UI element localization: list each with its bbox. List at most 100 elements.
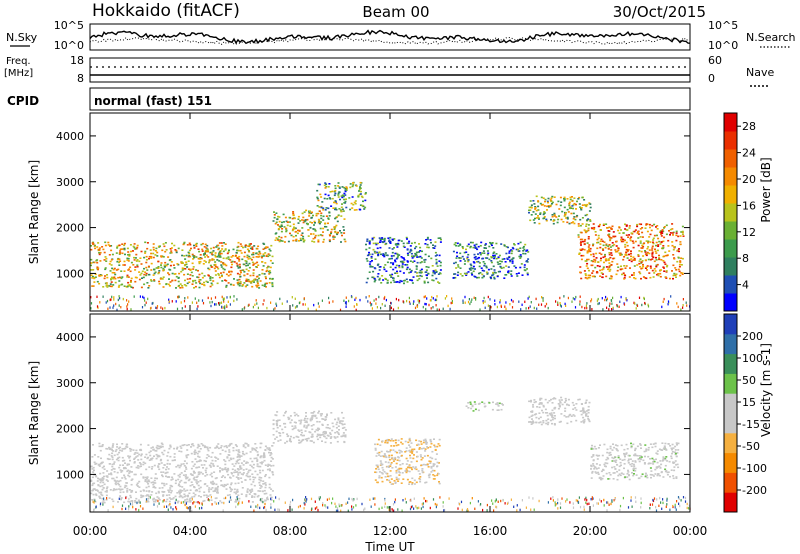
scatter-cell <box>209 276 212 278</box>
scatter-cell <box>639 240 642 242</box>
scatter-cell <box>530 410 533 413</box>
scatter-cell <box>610 237 613 239</box>
scatter-cell <box>382 469 385 471</box>
noise-sky-line <box>89 29 691 45</box>
scatter-cell <box>639 258 642 260</box>
scatter-cell <box>91 489 94 492</box>
scatter-cell <box>198 456 201 458</box>
scatter-cell <box>239 249 242 252</box>
clutter-cell <box>662 300 664 303</box>
clutter-cell <box>201 299 204 302</box>
scatter-cell <box>92 466 95 469</box>
freq-right-tick-top: 60 <box>708 54 722 67</box>
scatter-cell <box>209 474 212 476</box>
scatter-cell <box>608 265 611 268</box>
scatter-cell <box>116 247 119 249</box>
scatter-cell <box>160 255 163 257</box>
scatter-cell <box>410 242 413 245</box>
scatter-cell <box>345 206 348 209</box>
clutter-cell <box>139 295 141 298</box>
scatter-cell <box>119 449 122 452</box>
scatter-cell <box>563 215 566 217</box>
scatter-cell <box>183 488 186 490</box>
scatter-cell <box>197 443 200 446</box>
scatter-cell <box>655 265 658 268</box>
scatter-cell <box>641 236 644 238</box>
scatter-cell <box>112 450 114 452</box>
scatter-cell <box>152 252 155 255</box>
scatter-cell <box>489 241 491 244</box>
ytick-label: 4000 <box>56 130 84 143</box>
scatter-cell <box>232 447 235 449</box>
scatter-cell <box>672 477 675 480</box>
scatter-cell <box>112 477 115 480</box>
scatter-cell <box>601 273 604 275</box>
scatter-cell <box>641 247 644 249</box>
scatter-cell <box>95 494 98 497</box>
scatter-cell <box>376 275 379 278</box>
scatter-cell <box>265 492 268 495</box>
scatter-cell <box>664 470 667 473</box>
scatter-cell <box>310 217 313 219</box>
scatter-cell <box>436 254 438 256</box>
scatter-cell <box>110 278 112 280</box>
scatter-cell <box>156 496 159 498</box>
scatter-cell <box>557 200 560 203</box>
scatter-cell <box>185 500 188 503</box>
scatter-cell <box>249 274 252 277</box>
scatter-cell <box>338 422 341 424</box>
clutter-cell <box>328 296 330 300</box>
scatter-cell <box>581 238 584 241</box>
scatter-cell <box>212 482 215 485</box>
clutter-cell <box>384 304 386 307</box>
scatter-cell <box>158 445 161 448</box>
scatter-cell <box>607 230 610 232</box>
scatter-cell <box>426 274 428 277</box>
scatter-cell <box>211 487 214 489</box>
scatter-cell <box>108 497 111 499</box>
scatter-cell <box>565 217 568 219</box>
scatter-cell <box>404 451 407 453</box>
scatter-cell <box>184 476 187 478</box>
scatter-cell <box>162 494 165 496</box>
scatter-cell <box>343 202 346 204</box>
scatter-cell <box>99 260 102 262</box>
scatter-cell <box>264 275 267 278</box>
scatter-cell <box>206 496 208 499</box>
scatter-cell <box>623 458 626 461</box>
scatter-cell <box>488 258 491 261</box>
scatter-cell <box>374 252 377 254</box>
scatter-cell <box>307 437 310 440</box>
scatter-cell <box>665 224 668 227</box>
scatter-cell <box>639 444 642 446</box>
scatter-cell <box>165 500 168 503</box>
scatter-cell <box>609 264 612 267</box>
scatter-cell <box>257 253 260 256</box>
scatter-cell <box>203 253 206 255</box>
scatter-cell <box>609 451 612 454</box>
scatter-cell <box>131 478 134 480</box>
scatter-cell <box>385 270 388 272</box>
scatter-cell <box>366 240 369 242</box>
scatter-cell <box>528 421 530 423</box>
scatter-cell <box>251 248 254 250</box>
scatter-cell <box>205 471 207 474</box>
clutter-cell <box>406 299 408 303</box>
scatter-cell <box>473 244 476 247</box>
scatter-cell <box>319 221 322 223</box>
scatter-cell <box>497 405 500 407</box>
clutter-cell <box>479 308 481 311</box>
scatter-cell <box>615 245 618 247</box>
scatter-cell <box>599 229 602 231</box>
scatter-cell <box>299 237 302 240</box>
scatter-cell <box>518 250 521 252</box>
scatter-cell <box>245 452 248 455</box>
scatter-cell <box>317 199 320 202</box>
scatter-cell <box>140 465 142 467</box>
scatter-cell <box>424 481 427 484</box>
scatter-cell <box>649 267 652 269</box>
scatter-cell <box>605 243 608 246</box>
scatter-cell <box>622 473 625 475</box>
clutter-cell <box>133 295 135 298</box>
scatter-cell <box>539 421 542 423</box>
